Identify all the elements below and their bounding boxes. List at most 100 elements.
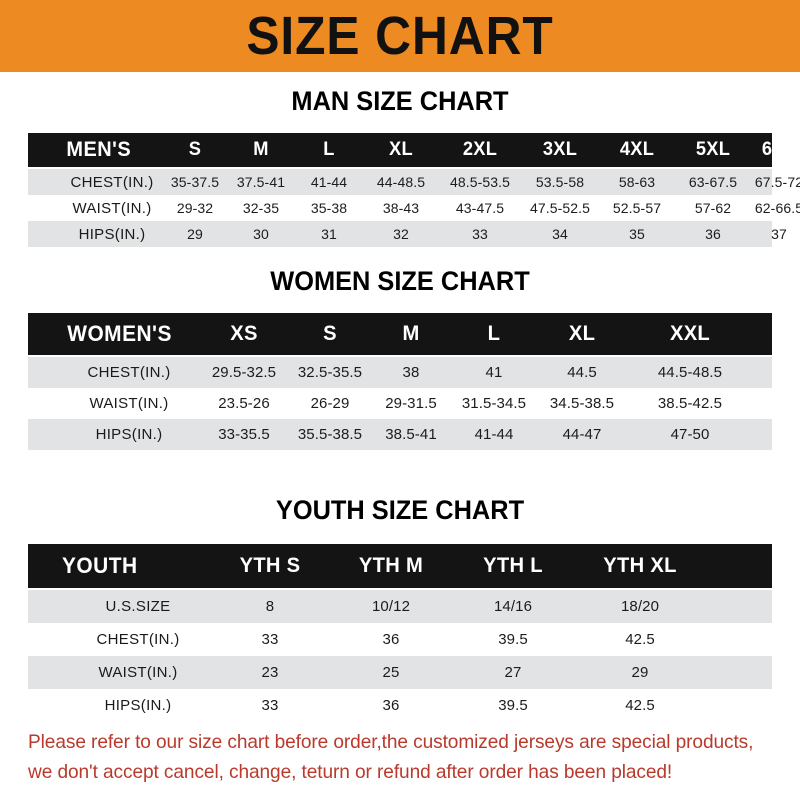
table-cell: 33-35.5 [218, 426, 270, 443]
men-column-header: 2XL [462, 139, 498, 160]
table-cell: 29-31.5 [385, 395, 437, 412]
table-cell: 48.5-53.5 [449, 174, 511, 190]
table-cell: 57-62 [694, 200, 732, 216]
row-label: CHEST(IN.) [87, 364, 171, 381]
row-label: CHEST(IN.) [70, 173, 154, 191]
table-cell: 29.5-32.5 [211, 364, 277, 381]
table-row: HIPS(IN.) 29 30 31 32 33 34 35 36 37 [28, 221, 787, 247]
section-title-youth: YOUTH SIZE CHART [275, 495, 525, 525]
table-cell: 41-44 [474, 426, 514, 443]
table-row: CHEST(IN.) 35-37.5 37.5-41 41-44 44-48.5 48.5… [28, 169, 800, 195]
men-column-header: 4XL [619, 139, 655, 160]
table-cell: 10/12 [371, 598, 411, 615]
table-row: CHEST(IN.) 29.5-32.5 32.5-35.5 38 41 44.5 44.5… [28, 357, 772, 388]
table-cell: 35 [629, 226, 645, 242]
table-cell: 36 [382, 631, 400, 648]
table-cell: 25 [382, 664, 400, 681]
table-row: HIPS(IN.) 33 36 39.5 42.5 [28, 689, 772, 722]
row-label: WAIST(IN.) [72, 199, 152, 217]
table-cell: 39.5 [498, 697, 528, 714]
row-label: WAIST(IN.) [89, 395, 169, 412]
table-cell: 67.5-72 [754, 174, 800, 190]
disclaimer-line-2: we don't accept cancel, change, teturn o… [28, 761, 673, 783]
disclaimer-note: Please refer to our size chart before or… [28, 727, 765, 787]
table-row: WAIST(IN.) 29-32 32-35 35-38 38-43 43-47.5 47.… [28, 195, 800, 221]
table-row: WAIST(IN.) 23 25 27 29 [28, 656, 772, 689]
youth-column-header: YTH L [483, 554, 543, 577]
table-cell: 35.5-38.5 [297, 426, 363, 443]
table-cell: 42.5 [625, 631, 655, 648]
table-cell: 44.5 [567, 364, 597, 381]
table-cell: 47-50 [670, 426, 710, 443]
table-cell: 33 [472, 226, 488, 242]
table-cell: 36 [382, 697, 400, 714]
table-cell: 18/20 [620, 598, 660, 615]
table-cell: 42.5 [625, 697, 655, 714]
men-column-header: 3XL [542, 139, 578, 160]
section-title-men: MAN SIZE CHART [291, 86, 509, 116]
women-column-header: M [402, 322, 420, 345]
table-cell: 41-44 [310, 174, 348, 190]
youth-size-table: YOUTH YTH S YTH M YTH L YTH XL U.S.SIZE 8 10/12… [28, 544, 772, 722]
table-cell: 38.5-41 [385, 426, 437, 443]
table-cell: 35-38 [310, 200, 348, 216]
table-cell: 27 [504, 664, 522, 681]
women-column-header: L [487, 322, 501, 345]
table-cell: 30 [253, 226, 269, 242]
table-cell: 38.5-42.5 [657, 395, 723, 412]
women-column-header: XXL [669, 322, 711, 345]
table-cell: 29 [187, 226, 203, 242]
row-label: WAIST(IN.) [98, 664, 178, 681]
table-cell: 52.5-57 [612, 200, 662, 216]
youth-column-header: YTH M [358, 554, 424, 577]
page-title: SIZE CHART [246, 6, 554, 66]
youth-column-header: YTH S [239, 554, 301, 577]
women-column-header: XL [568, 322, 596, 345]
youth-table-header-row: YOUTH YTH S YTH M YTH L YTH XL [28, 544, 772, 590]
women-column-header: S [323, 322, 337, 345]
table-row: HIPS(IN.) 33-35.5 35.5-38.5 38.5-41 41-44 44-… [28, 419, 772, 450]
table-cell: 31.5-34.5 [461, 395, 527, 412]
table-cell: 32 [393, 226, 409, 242]
men-size-table: MEN'S S M L XL 2XL 3XL 4XL 5XL 6XL CHEST(IN.) 35-37… [28, 133, 800, 247]
section-title-women: WOMEN SIZE CHART [270, 266, 530, 296]
table-cell: 63-67.5 [688, 174, 738, 190]
table-cell: 37 [771, 226, 787, 242]
men-column-header: 6XL [761, 139, 797, 160]
table-cell: 43-47.5 [455, 200, 505, 216]
men-column-header: 5XL [695, 139, 731, 160]
table-row: CHEST(IN.) 33 36 39.5 42.5 [28, 623, 772, 656]
table-cell: 34 [552, 226, 568, 242]
table-row: U.S.SIZE 8 10/12 14/16 18/20 [28, 590, 772, 623]
table-cell: 14/16 [493, 598, 533, 615]
table-cell: 23.5-26 [218, 395, 270, 412]
men-column-header: S [188, 139, 202, 160]
men-column-header: XL [389, 139, 413, 160]
table-cell: 8 [265, 598, 275, 615]
table-cell: 38 [402, 364, 420, 381]
table-cell: 29 [631, 664, 649, 681]
table-cell: 23 [261, 664, 279, 681]
table-cell: 37.5-41 [236, 174, 286, 190]
table-cell: 26-29 [310, 395, 350, 412]
table-cell: 39.5 [498, 631, 528, 648]
men-column-header: M [253, 139, 269, 160]
row-label: HIPS(IN.) [104, 697, 172, 714]
table-cell: 35-37.5 [170, 174, 220, 190]
men-column-header: L [323, 139, 335, 160]
table-cell: 33 [261, 631, 279, 648]
table-cell: 44.5-48.5 [657, 364, 723, 381]
disclaimer-line-1: Please refer to our size chart before or… [28, 731, 754, 753]
table-cell: 47.5-52.5 [529, 200, 591, 216]
row-label: U.S.SIZE [105, 598, 171, 615]
table-cell: 32.5-35.5 [297, 364, 363, 381]
table-cell: 33 [261, 697, 279, 714]
men-table-header-row: MEN'S S M L XL 2XL 3XL 4XL 5XL 6XL [28, 133, 796, 169]
women-table-header-row: WOMEN'S XS S M L XL XXL [28, 313, 772, 357]
table-cell: 53.5-58 [535, 174, 585, 190]
men-header-label: MEN'S [66, 138, 132, 161]
table-cell: 62-66.5 [754, 200, 800, 216]
row-label: CHEST(IN.) [96, 631, 180, 648]
table-row: WAIST(IN.) 23.5-26 26-29 29-31.5 31.5-34.5 34… [28, 388, 772, 419]
